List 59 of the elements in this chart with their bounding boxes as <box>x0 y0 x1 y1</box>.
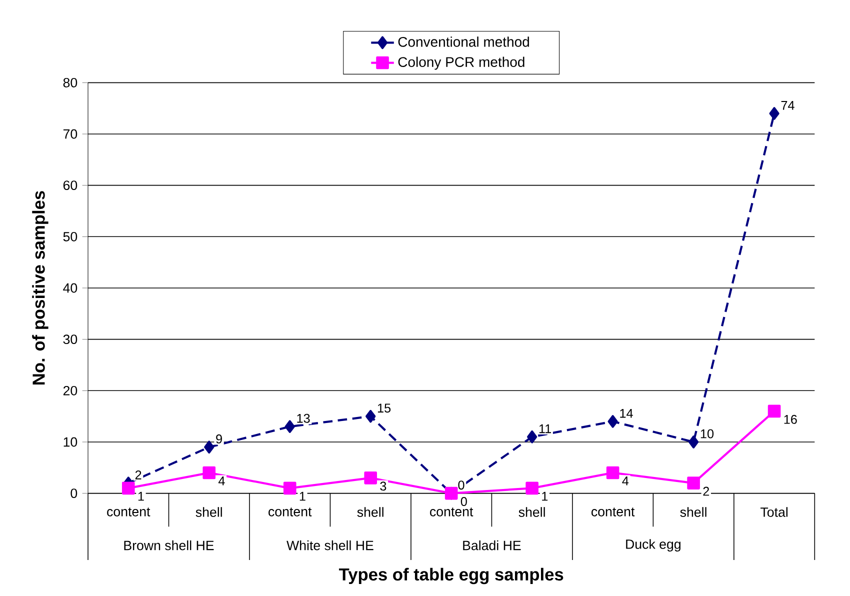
point <box>202 466 216 480</box>
legend-label: Colony PCR method <box>398 56 524 70</box>
data-label: 4 <box>622 476 629 486</box>
y-axis-title: No. of positive samples <box>32 191 48 384</box>
data-label: 0 <box>460 497 467 506</box>
point <box>284 420 295 433</box>
data-label: 15 <box>378 404 391 413</box>
data-label: 4 <box>218 476 225 486</box>
y-tick-label: 10 <box>64 437 78 447</box>
point <box>283 482 296 495</box>
data-label: 1 <box>542 492 548 501</box>
y-tick-label: 40 <box>63 283 78 293</box>
point <box>122 482 135 495</box>
x-tick-label: shell <box>680 507 706 517</box>
data-label: 16 <box>784 414 797 424</box>
y-tick-label: 20 <box>63 386 78 396</box>
y-tick-label: 30 <box>63 334 78 344</box>
point <box>606 466 620 480</box>
text: Duck egg <box>626 539 680 552</box>
data-label: 0 <box>458 480 464 490</box>
point <box>769 107 780 120</box>
point <box>527 430 538 444</box>
point <box>204 440 214 454</box>
data-label: 74 <box>781 101 794 110</box>
data-label: 3 <box>380 482 386 491</box>
legend-label: Conventional method <box>398 36 529 47</box>
point <box>366 410 376 423</box>
y-tick-label: 60 <box>63 180 78 190</box>
data-label: 14 <box>620 409 633 418</box>
text: White shell HE <box>286 540 374 550</box>
x-tick-label: shell <box>357 507 384 517</box>
x-axis-title: Types of table egg samples <box>338 568 564 584</box>
data-label: 9 <box>216 434 222 444</box>
data-label: 13 <box>297 414 310 423</box>
data-label: 1 <box>138 492 144 501</box>
point <box>687 476 700 490</box>
point <box>364 472 377 484</box>
y-tick-label: 70 <box>63 129 78 139</box>
data-label: 2 <box>703 486 710 496</box>
y-tick-label: 0 <box>70 488 78 498</box>
y-tick-label: 80 <box>63 78 78 88</box>
data-label: 2 <box>135 470 142 480</box>
x-tick-label: content <box>592 508 635 516</box>
y-tick-label: 50 <box>63 232 78 242</box>
point <box>688 436 699 448</box>
point <box>768 404 781 418</box>
x-tick-label: shell <box>518 507 545 517</box>
point <box>608 415 618 428</box>
x-tick-label: Total <box>760 507 788 517</box>
data-label: 1 <box>300 492 306 501</box>
x-tick-label: content <box>268 508 312 516</box>
text: Baladi HE <box>463 540 521 550</box>
data-label: 11 <box>539 424 551 434</box>
point <box>526 482 538 495</box>
x-tick-label: content <box>107 508 150 516</box>
x-tick-label: content <box>430 508 474 516</box>
data-label: 10 <box>700 429 714 438</box>
x-tick-label: shell <box>196 507 222 517</box>
text: Brown shell HE <box>124 540 214 550</box>
